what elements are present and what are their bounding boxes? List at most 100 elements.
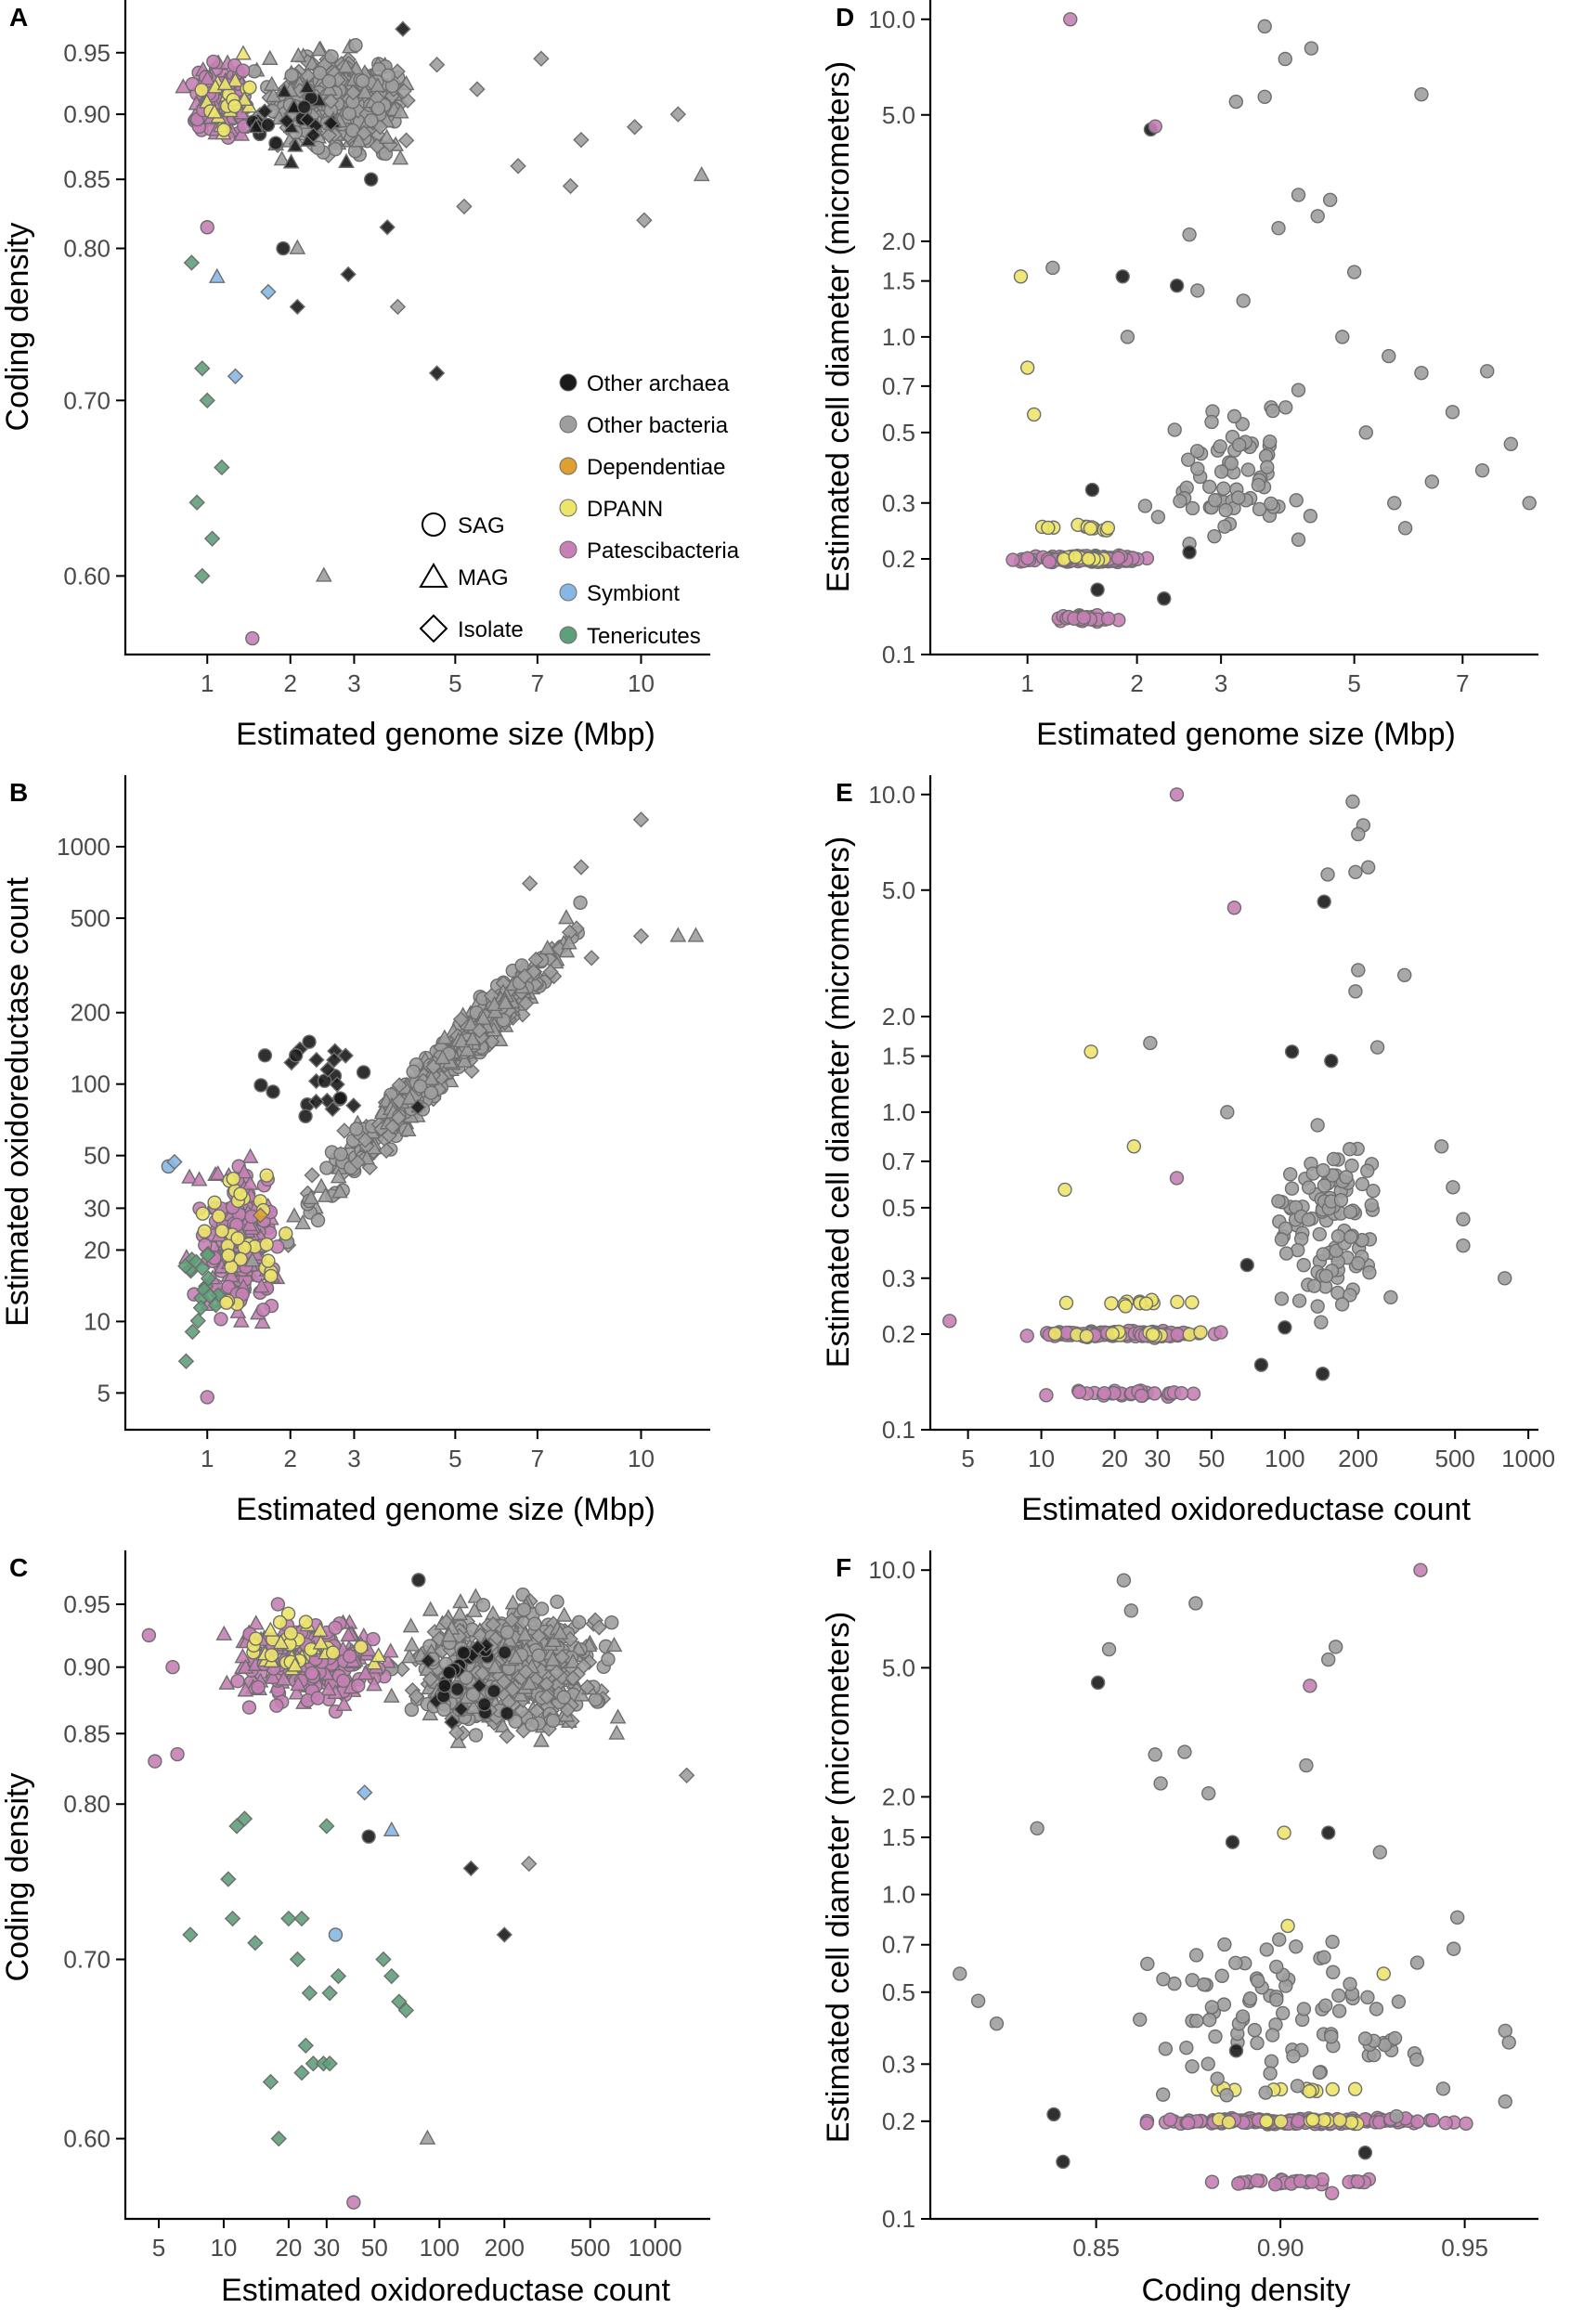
data-point [1250,2173,1265,2188]
data-point [266,1084,280,1099]
data-point [269,1698,284,1713]
data-point [1115,269,1130,284]
data-point [451,1605,469,1621]
data-point [1221,2115,1237,2130]
y-tick-label: 5.0 [882,1653,915,1681]
data-point [1253,1357,1269,1372]
data-point [486,995,503,1011]
panel-letter-a: A [9,3,28,32]
data-point [397,132,415,149]
data-point [1058,1182,1072,1198]
data-point [233,1186,248,1201]
data-point [562,177,579,195]
data-point [355,73,370,88]
data-point [200,220,214,235]
x-tick-label: 3 [347,669,360,697]
data-point [1325,2081,1340,2097]
data-point [1355,1176,1370,1192]
data-point [517,1664,535,1680]
data-point [1202,479,1217,495]
data-point [601,1652,616,1666]
panel-b-xlabel: Estimated genome size (Mbp) [236,1492,655,1527]
y-tick-label: 50 [84,1142,110,1170]
data-point [435,1029,453,1044]
data-point [337,1047,354,1064]
data-point [224,1910,241,1927]
data-point [1190,461,1205,476]
y-tick-label: 20 [84,1236,110,1264]
y-tick-label: 0.7 [882,1148,915,1175]
panel-f-axes: 0.85 0.90 0.95 0.1 0.2 0.3 0.5 0.7 1.0 1.5 2.0 5.0 1… [868,1550,1538,2262]
data-point [1315,1367,1330,1381]
data-point [1139,2116,1154,2131]
data-point [1185,500,1200,516]
legend-label-other-archaea: Other archaea [587,371,730,396]
legend-swatch-patescibacteria [559,540,577,559]
data-point [141,1627,157,1643]
data-point [548,1664,565,1681]
data-point [1150,510,1166,525]
panel-d-points [1006,12,1537,629]
data-point [1210,2071,1225,2086]
data-point [487,1658,503,1674]
data-point [230,1231,245,1246]
y-tick-label: 10 [84,1307,110,1335]
data-point [1079,1329,1094,1343]
y-tick-label: 500 [71,904,110,932]
data-point [1389,2108,1404,2124]
data-point [1174,1385,1189,1401]
y-tick-label: 1.5 [882,267,915,295]
data-point [444,1714,461,1731]
data-point [165,1659,180,1675]
data-point [280,1606,296,1621]
data-point [521,875,538,892]
data-point [1046,2107,1061,2122]
data-point [1343,1288,1357,1303]
data-point [1232,437,1247,453]
data-point [1157,591,1172,606]
data-point [262,2073,279,2091]
data-point [575,1657,592,1675]
data-point [1180,2115,1196,2131]
data-point [227,71,244,87]
data-point [453,1701,470,1718]
data-point [227,98,242,114]
y-tick-label: 0.2 [882,1320,915,1348]
data-point [1100,520,1116,536]
data-point [1216,481,1231,496]
data-point [571,1614,587,1629]
data-point [1201,1785,1216,1801]
data-point [346,2195,361,2210]
data-point [1090,1675,1106,1691]
data-point [335,1695,353,1711]
data-point [1240,462,1256,477]
data-point [308,1051,325,1069]
data-point [545,1631,563,1648]
data-point [516,967,533,985]
legend-shape-isolate: Isolate [458,617,524,642]
data-point [1274,1291,1290,1306]
data-point [389,63,406,80]
data-point [465,1698,482,1714]
data-point [534,1601,550,1616]
data-point [319,1680,337,1696]
x-tick-label: 1000 [629,2234,682,2262]
data-point [288,1048,304,1063]
data-point [1134,1388,1149,1404]
y-tick-label: 0.80 [63,1790,110,1818]
data-point [395,20,411,37]
data-point [235,45,252,60]
data-point [247,118,265,134]
data-point [1291,383,1306,397]
data-point [1360,860,1376,875]
panel-e-ylabel: Estimated cell diameter (micrometers) [821,836,856,1368]
data-point [632,927,650,945]
data-point [1278,1246,1294,1261]
data-point [1446,1941,1461,1956]
data-point [469,1639,487,1656]
data-point [485,1615,501,1633]
panel-c-points [141,1573,695,2210]
data-point [1456,1212,1471,1226]
data-point [428,365,446,382]
data-point [1348,864,1363,879]
